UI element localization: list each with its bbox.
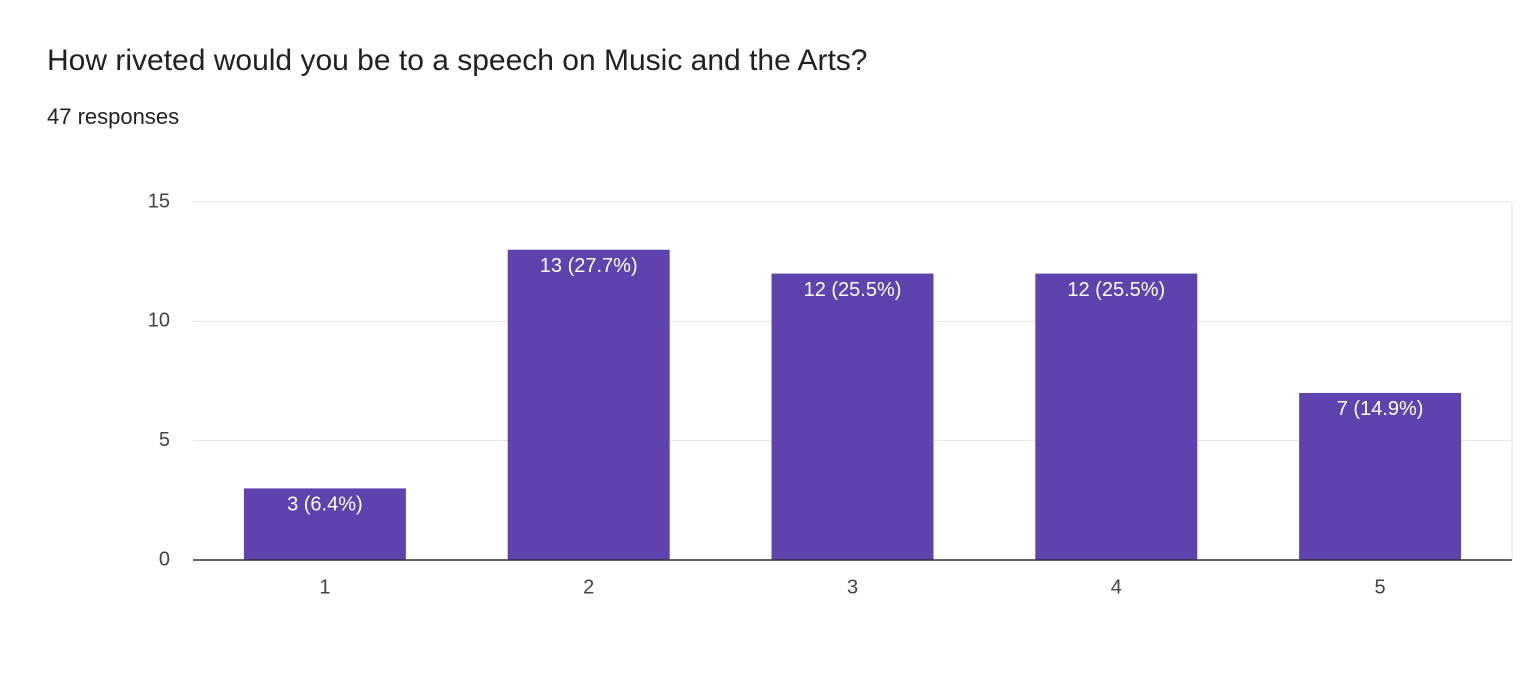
y-tick-label: 5 xyxy=(159,429,170,451)
chart-title: How riveted would you be to a speech on … xyxy=(47,44,867,77)
x-tick-label: 5 xyxy=(1375,576,1386,598)
value-label: 13 (27.7%) xyxy=(540,255,638,277)
value-label: 12 (25.5%) xyxy=(1067,279,1165,301)
y-tick-label: 15 xyxy=(148,190,170,212)
x-tick-label: 1 xyxy=(319,576,330,598)
value-label: 3 (6.4%) xyxy=(287,494,363,516)
bar xyxy=(771,273,934,560)
bar xyxy=(1299,392,1462,560)
x-tick-label: 3 xyxy=(847,576,858,598)
value-label: 7 (14.9%) xyxy=(1337,398,1424,420)
y-tick-label: 0 xyxy=(159,548,170,570)
response-count: 47 responses xyxy=(47,104,179,129)
bar xyxy=(243,488,406,560)
bar xyxy=(1035,273,1198,560)
x-tick-label: 4 xyxy=(1111,576,1122,598)
bar xyxy=(507,249,670,560)
x-tick-label: 2 xyxy=(583,576,594,598)
y-tick-label: 10 xyxy=(148,310,170,332)
value-label: 12 (25.5%) xyxy=(804,279,902,301)
